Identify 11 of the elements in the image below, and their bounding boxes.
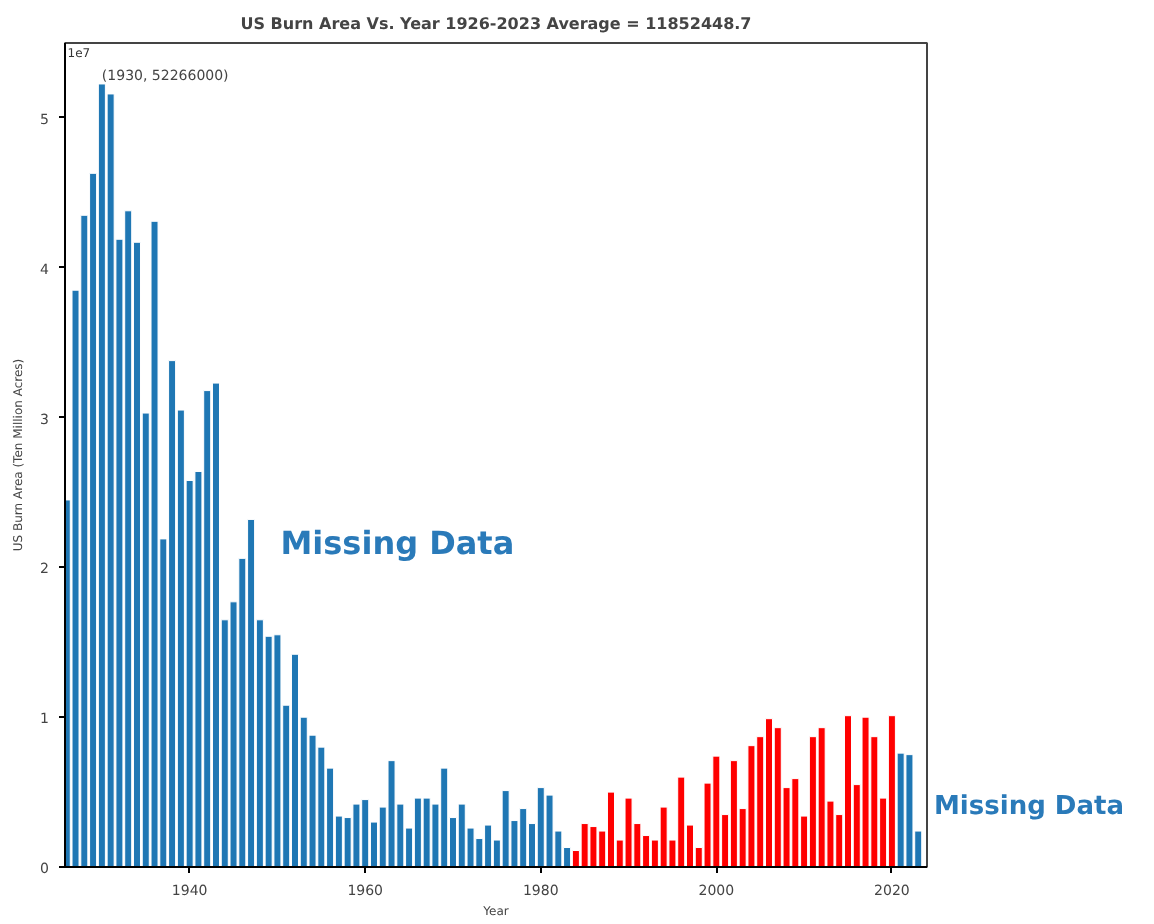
annotation: Missing Data <box>280 524 515 563</box>
bar <box>861 716 870 867</box>
chart-title: US Burn Area Vs. Year 1926-2023 Average = 11852448.7 <box>240 15 752 33</box>
bar <box>764 718 774 867</box>
bar <box>150 220 159 867</box>
bar <box>387 760 396 867</box>
bar <box>843 715 853 867</box>
text: Missing Data <box>934 790 1124 826</box>
bar <box>624 797 633 867</box>
bar <box>545 794 554 867</box>
bar <box>905 754 914 867</box>
